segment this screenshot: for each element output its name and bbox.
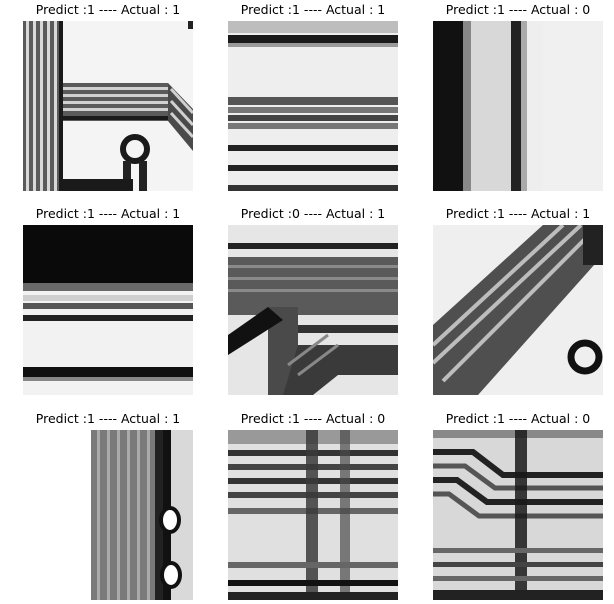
- panel-title: Predict :1 ---- Actual : 1: [35, 411, 181, 426]
- panel-title: Predict :1 ---- Actual : 1: [35, 206, 181, 221]
- panel-title: Predict :1 ---- Actual : 0: [445, 2, 591, 17]
- panel-title: Predict :1 ---- Actual : 1: [240, 2, 386, 17]
- panel-title: Predict :1 ---- Actual : 1: [35, 2, 181, 17]
- grayscale-image: [228, 21, 398, 191]
- grayscale-image: [228, 430, 398, 600]
- panel-title: Predict :0 ---- Actual : 1: [240, 206, 386, 221]
- grayscale-image: [23, 225, 193, 395]
- grayscale-image: [433, 21, 603, 191]
- grayscale-image: [23, 430, 193, 600]
- grayscale-image: [23, 21, 193, 191]
- panel-title: Predict :1 ---- Actual : 0: [240, 411, 386, 426]
- panel-title: Predict :1 ---- Actual : 1: [445, 206, 591, 221]
- panel-title: Predict :1 ---- Actual : 0: [445, 411, 591, 426]
- grayscale-image: [433, 225, 603, 395]
- grayscale-image: [433, 430, 603, 600]
- grayscale-image: [228, 225, 398, 395]
